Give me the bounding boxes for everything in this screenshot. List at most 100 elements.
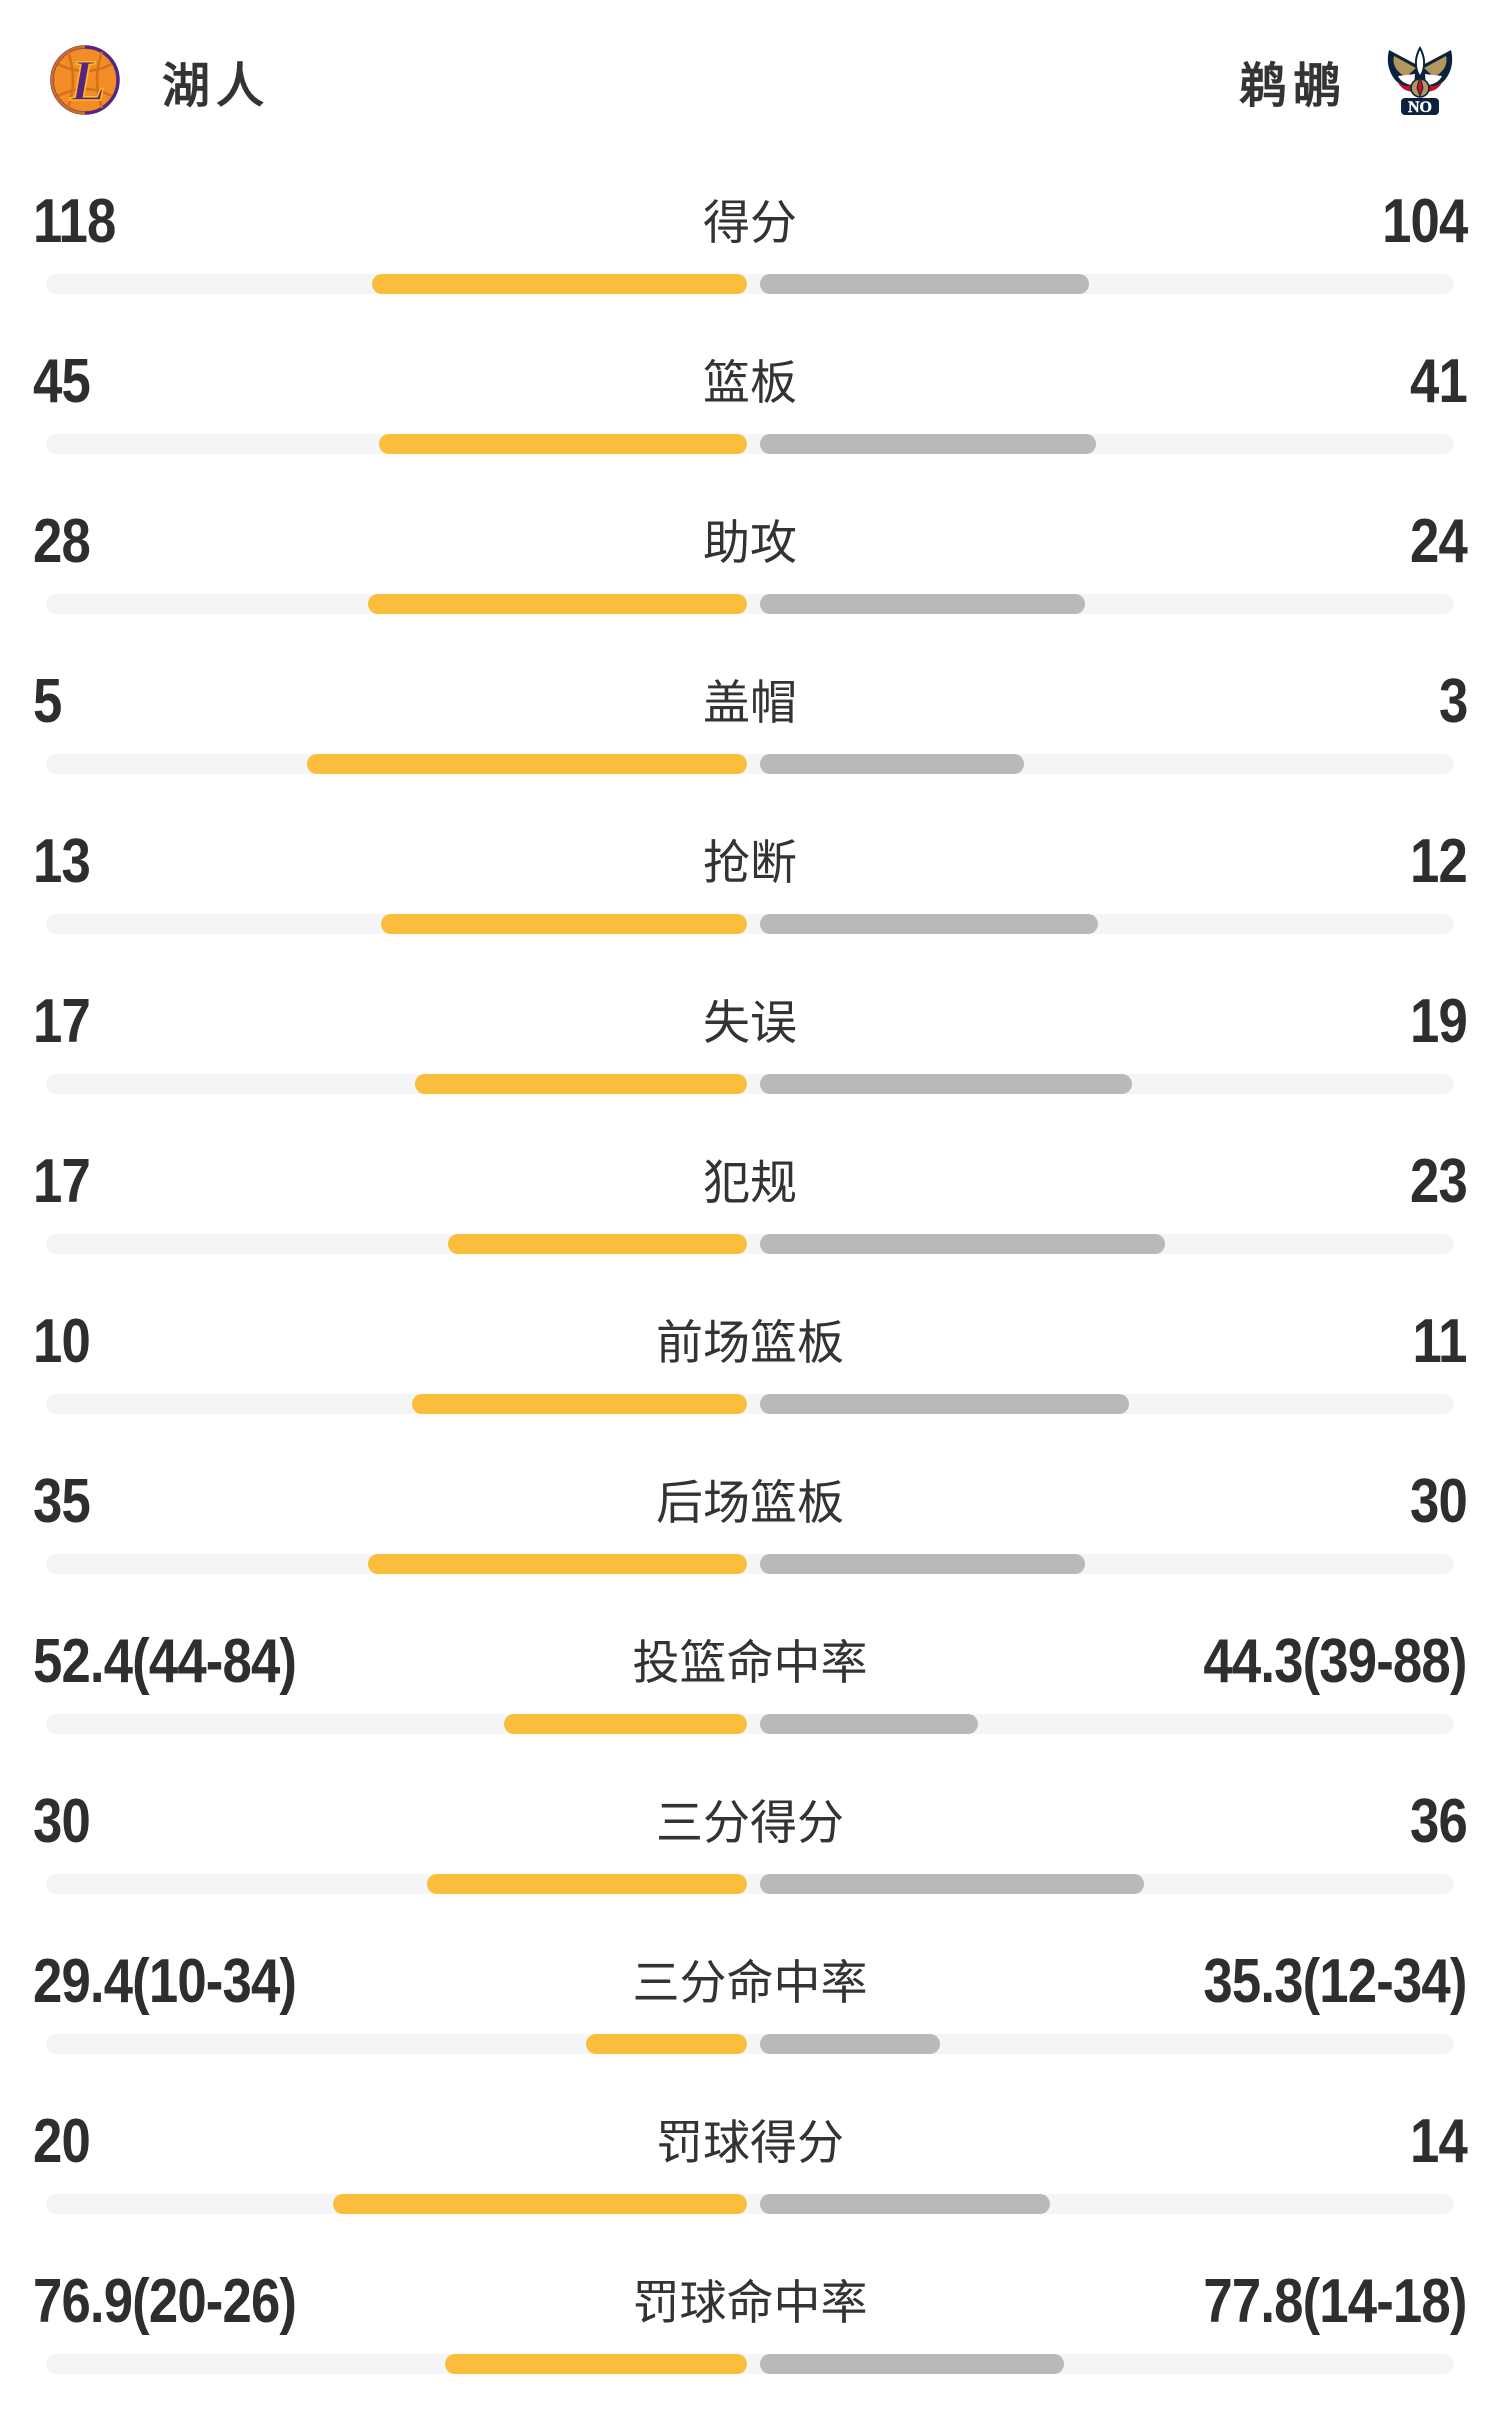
- stat-row: 17 失误 19: [33, 987, 1468, 1156]
- stat-line: 10 前场篮板 11: [33, 1307, 1468, 1376]
- away-stat-value: 11: [1412, 1307, 1468, 1376]
- away-stat-value: 3: [1438, 667, 1468, 736]
- stat-line: 76.9(20-26) 罚球命中率 77.8(14-18): [33, 2267, 1468, 2336]
- stat-line: 30 三分得分 36: [33, 1787, 1468, 1856]
- away-stat-bar: [760, 754, 1024, 774]
- away-stat-value: 104: [1381, 187, 1468, 256]
- stat-label: 犯规: [703, 1156, 797, 1209]
- away-stat-bar: [760, 1874, 1144, 1894]
- home-stat-value: 5: [33, 667, 62, 736]
- stat-label: 前场篮板: [656, 1316, 844, 1369]
- stat-line: 13 抢断 12: [33, 827, 1468, 896]
- stat-bar-track: [46, 914, 1454, 934]
- away-stat-bar: [760, 914, 1098, 934]
- stat-line: 17 犯规 23: [33, 1147, 1468, 1216]
- stat-bar-track: [46, 1234, 1454, 1254]
- svg-text:L: L: [69, 48, 105, 113]
- home-stat-value: 45: [33, 347, 91, 416]
- home-stat-bar: [427, 1874, 747, 1894]
- home-team-name: 湖人: [162, 60, 271, 113]
- home-stat-bar: [372, 274, 747, 294]
- stat-line: 17 失误 19: [33, 987, 1468, 1056]
- stat-label: 抢断: [703, 836, 797, 889]
- stat-label: 篮板: [703, 356, 797, 409]
- home-stat-value: 76.9(20-26): [33, 2267, 297, 2336]
- away-stat-value: 35.3(12-34): [1203, 1947, 1468, 2016]
- stat-bar-track: [46, 1714, 1454, 1734]
- home-stat-bar: [504, 1714, 747, 1734]
- home-stat-value: 52.4(44-84): [33, 1627, 297, 1696]
- home-stat-bar: [307, 754, 747, 774]
- home-stat-value: 20: [33, 2107, 91, 2176]
- away-stat-value: 24: [1410, 507, 1468, 576]
- away-stat-bar: [760, 434, 1096, 454]
- stat-label: 后场篮板: [656, 1476, 844, 1529]
- stat-label: 助攻: [703, 516, 797, 569]
- stat-line: 5 盖帽 3: [33, 667, 1468, 736]
- away-stat-value: 41: [1410, 347, 1468, 416]
- home-stat-bar: [448, 1234, 747, 1254]
- stat-row: 118 得分 104: [33, 187, 1468, 356]
- stat-bar-track: [46, 274, 1454, 294]
- stat-line: 29.4(10-34) 三分命中率 35.3(12-34): [33, 1947, 1468, 2016]
- stat-row: 45 篮板 41: [33, 347, 1468, 516]
- stat-label: 失误: [703, 996, 797, 1049]
- stat-bar-track: [46, 2194, 1454, 2214]
- away-team: 鹈鹕 NO: [1239, 44, 1457, 118]
- stat-label: 得分: [703, 196, 797, 249]
- away-stat-value: 19: [1410, 987, 1468, 1056]
- away-stat-bar: [760, 274, 1089, 294]
- stat-bar-track: [46, 594, 1454, 614]
- stats-list: 118 得分 104 45 篮板 41 28 助攻 24: [33, 187, 1468, 2436]
- home-stat-bar: [415, 1074, 747, 1094]
- stat-row: 5 盖帽 3: [33, 667, 1468, 836]
- home-stat-value: 29.4(10-34): [33, 1947, 297, 2016]
- home-stat-bar: [379, 434, 747, 454]
- home-team: L 湖人: [48, 44, 270, 118]
- stat-line: 45 篮板 41: [33, 347, 1468, 416]
- home-stat-bar: [586, 2034, 747, 2054]
- home-stat-bar: [368, 594, 747, 614]
- lakers-logo-icon: L: [50, 45, 120, 115]
- stat-row: 35 后场篮板 30: [33, 1467, 1468, 1636]
- away-stat-value: 14: [1410, 2107, 1468, 2176]
- stat-row: 28 助攻 24: [33, 507, 1468, 676]
- away-stat-value: 36: [1410, 1787, 1468, 1856]
- away-stat-value: 77.8(14-18): [1203, 2267, 1468, 2336]
- teams-header: L 湖人 鹈鹕 NO: [33, 0, 1467, 118]
- away-stat-bar: [760, 1714, 978, 1734]
- stat-label: 投篮命中率: [632, 1636, 868, 1689]
- home-stat-value: 17: [33, 1147, 91, 1216]
- home-stat-bar: [412, 1394, 747, 1414]
- stat-row: 76.9(20-26) 罚球命中率 77.8(14-18): [33, 2267, 1468, 2436]
- away-stat-value: 23: [1410, 1147, 1468, 1216]
- home-stat-value: 28: [33, 507, 91, 576]
- stat-row: 13 抢断 12: [33, 827, 1468, 996]
- stat-row: 29.4(10-34) 三分命中率 35.3(12-34): [33, 1947, 1468, 2116]
- stat-line: 52.4(44-84) 投篮命中率 44.3(39-88): [33, 1627, 1468, 1696]
- stat-bar-track: [46, 2354, 1454, 2374]
- away-stat-bar: [760, 1074, 1132, 1094]
- away-stat-bar: [760, 594, 1085, 614]
- stat-bar-track: [46, 1074, 1454, 1094]
- home-stat-bar: [368, 1554, 747, 1574]
- away-stat-value: 12: [1410, 827, 1468, 896]
- home-stat-bar: [333, 2194, 747, 2214]
- home-stat-bar: [445, 2354, 747, 2374]
- away-stat-value: 44.3(39-88): [1203, 1627, 1468, 1696]
- stat-bar-track: [46, 754, 1454, 774]
- home-stat-value: 30: [33, 1787, 91, 1856]
- away-stat-value: 30: [1410, 1467, 1468, 1536]
- stat-row: 10 前场篮板 11: [33, 1307, 1468, 1476]
- away-team-name: 鹈鹕: [1238, 60, 1347, 113]
- stat-row: 20 罚球得分 14: [33, 2107, 1468, 2276]
- away-stat-bar: [760, 2354, 1064, 2374]
- pelicans-logo-icon: NO: [1387, 45, 1453, 116]
- stat-label: 三分命中率: [632, 1956, 868, 2009]
- home-stat-value: 10: [33, 1307, 91, 1376]
- stat-row: 52.4(44-84) 投篮命中率 44.3(39-88): [33, 1627, 1468, 1796]
- away-stat-bar: [760, 1394, 1129, 1414]
- stat-bar-track: [46, 1554, 1454, 1574]
- stat-bar-track: [46, 2034, 1454, 2054]
